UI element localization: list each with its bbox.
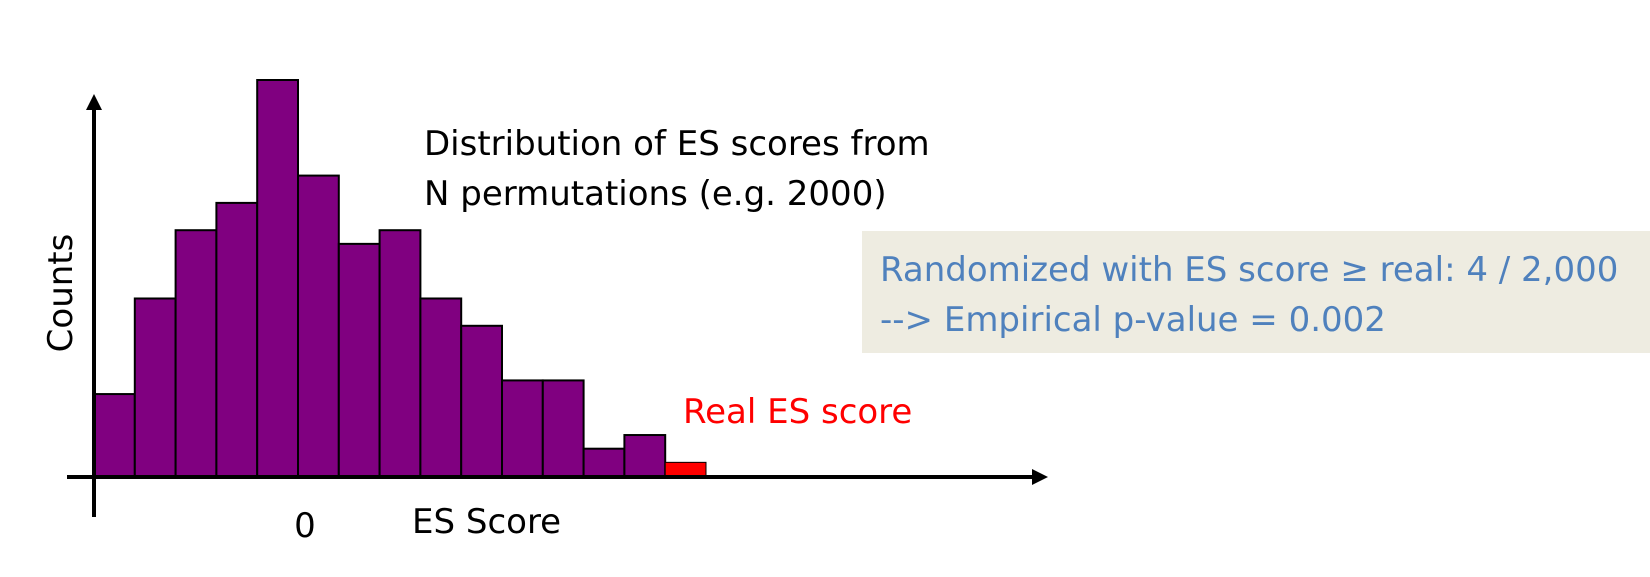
histogram-bar xyxy=(215,201,259,477)
p-value-box: Randomized with ES score ≥ real: 4 / 2,0… xyxy=(862,231,1650,353)
histogram-bar xyxy=(419,297,463,477)
histogram-bar xyxy=(133,297,177,477)
x-tick-label-0: 0 xyxy=(294,506,316,546)
y-axis-label: Counts xyxy=(41,234,81,353)
chart-title-line-2: N permutations (e.g. 2000) xyxy=(424,174,887,214)
histogram-bar xyxy=(460,324,504,477)
x-axis-label: ES Score xyxy=(412,502,561,542)
real-es-bar xyxy=(664,461,707,477)
p-value-line-1: Randomized with ES score ≥ real: 4 / 2,0… xyxy=(880,250,1619,290)
bars-group xyxy=(93,79,667,478)
histogram-bar xyxy=(378,229,422,477)
chart-title-line-1: Distribution of ES scores from xyxy=(424,124,930,164)
histogram-bar xyxy=(501,379,544,477)
y-axis-arrowhead xyxy=(86,94,102,110)
p-value-line-2: --> Empirical p-value = 0.002 xyxy=(880,300,1386,340)
histogram-bar xyxy=(337,242,381,477)
histogram-bar xyxy=(256,79,300,477)
histogram-bar xyxy=(541,379,585,477)
x-axis-arrowhead xyxy=(1032,469,1048,485)
real-es-label: Real ES score xyxy=(683,392,912,432)
histogram-bar xyxy=(582,447,626,478)
histogram-bar xyxy=(623,434,667,478)
histogram-bar xyxy=(93,393,136,478)
histogram-bar xyxy=(174,229,218,477)
histogram-bar xyxy=(297,174,340,477)
